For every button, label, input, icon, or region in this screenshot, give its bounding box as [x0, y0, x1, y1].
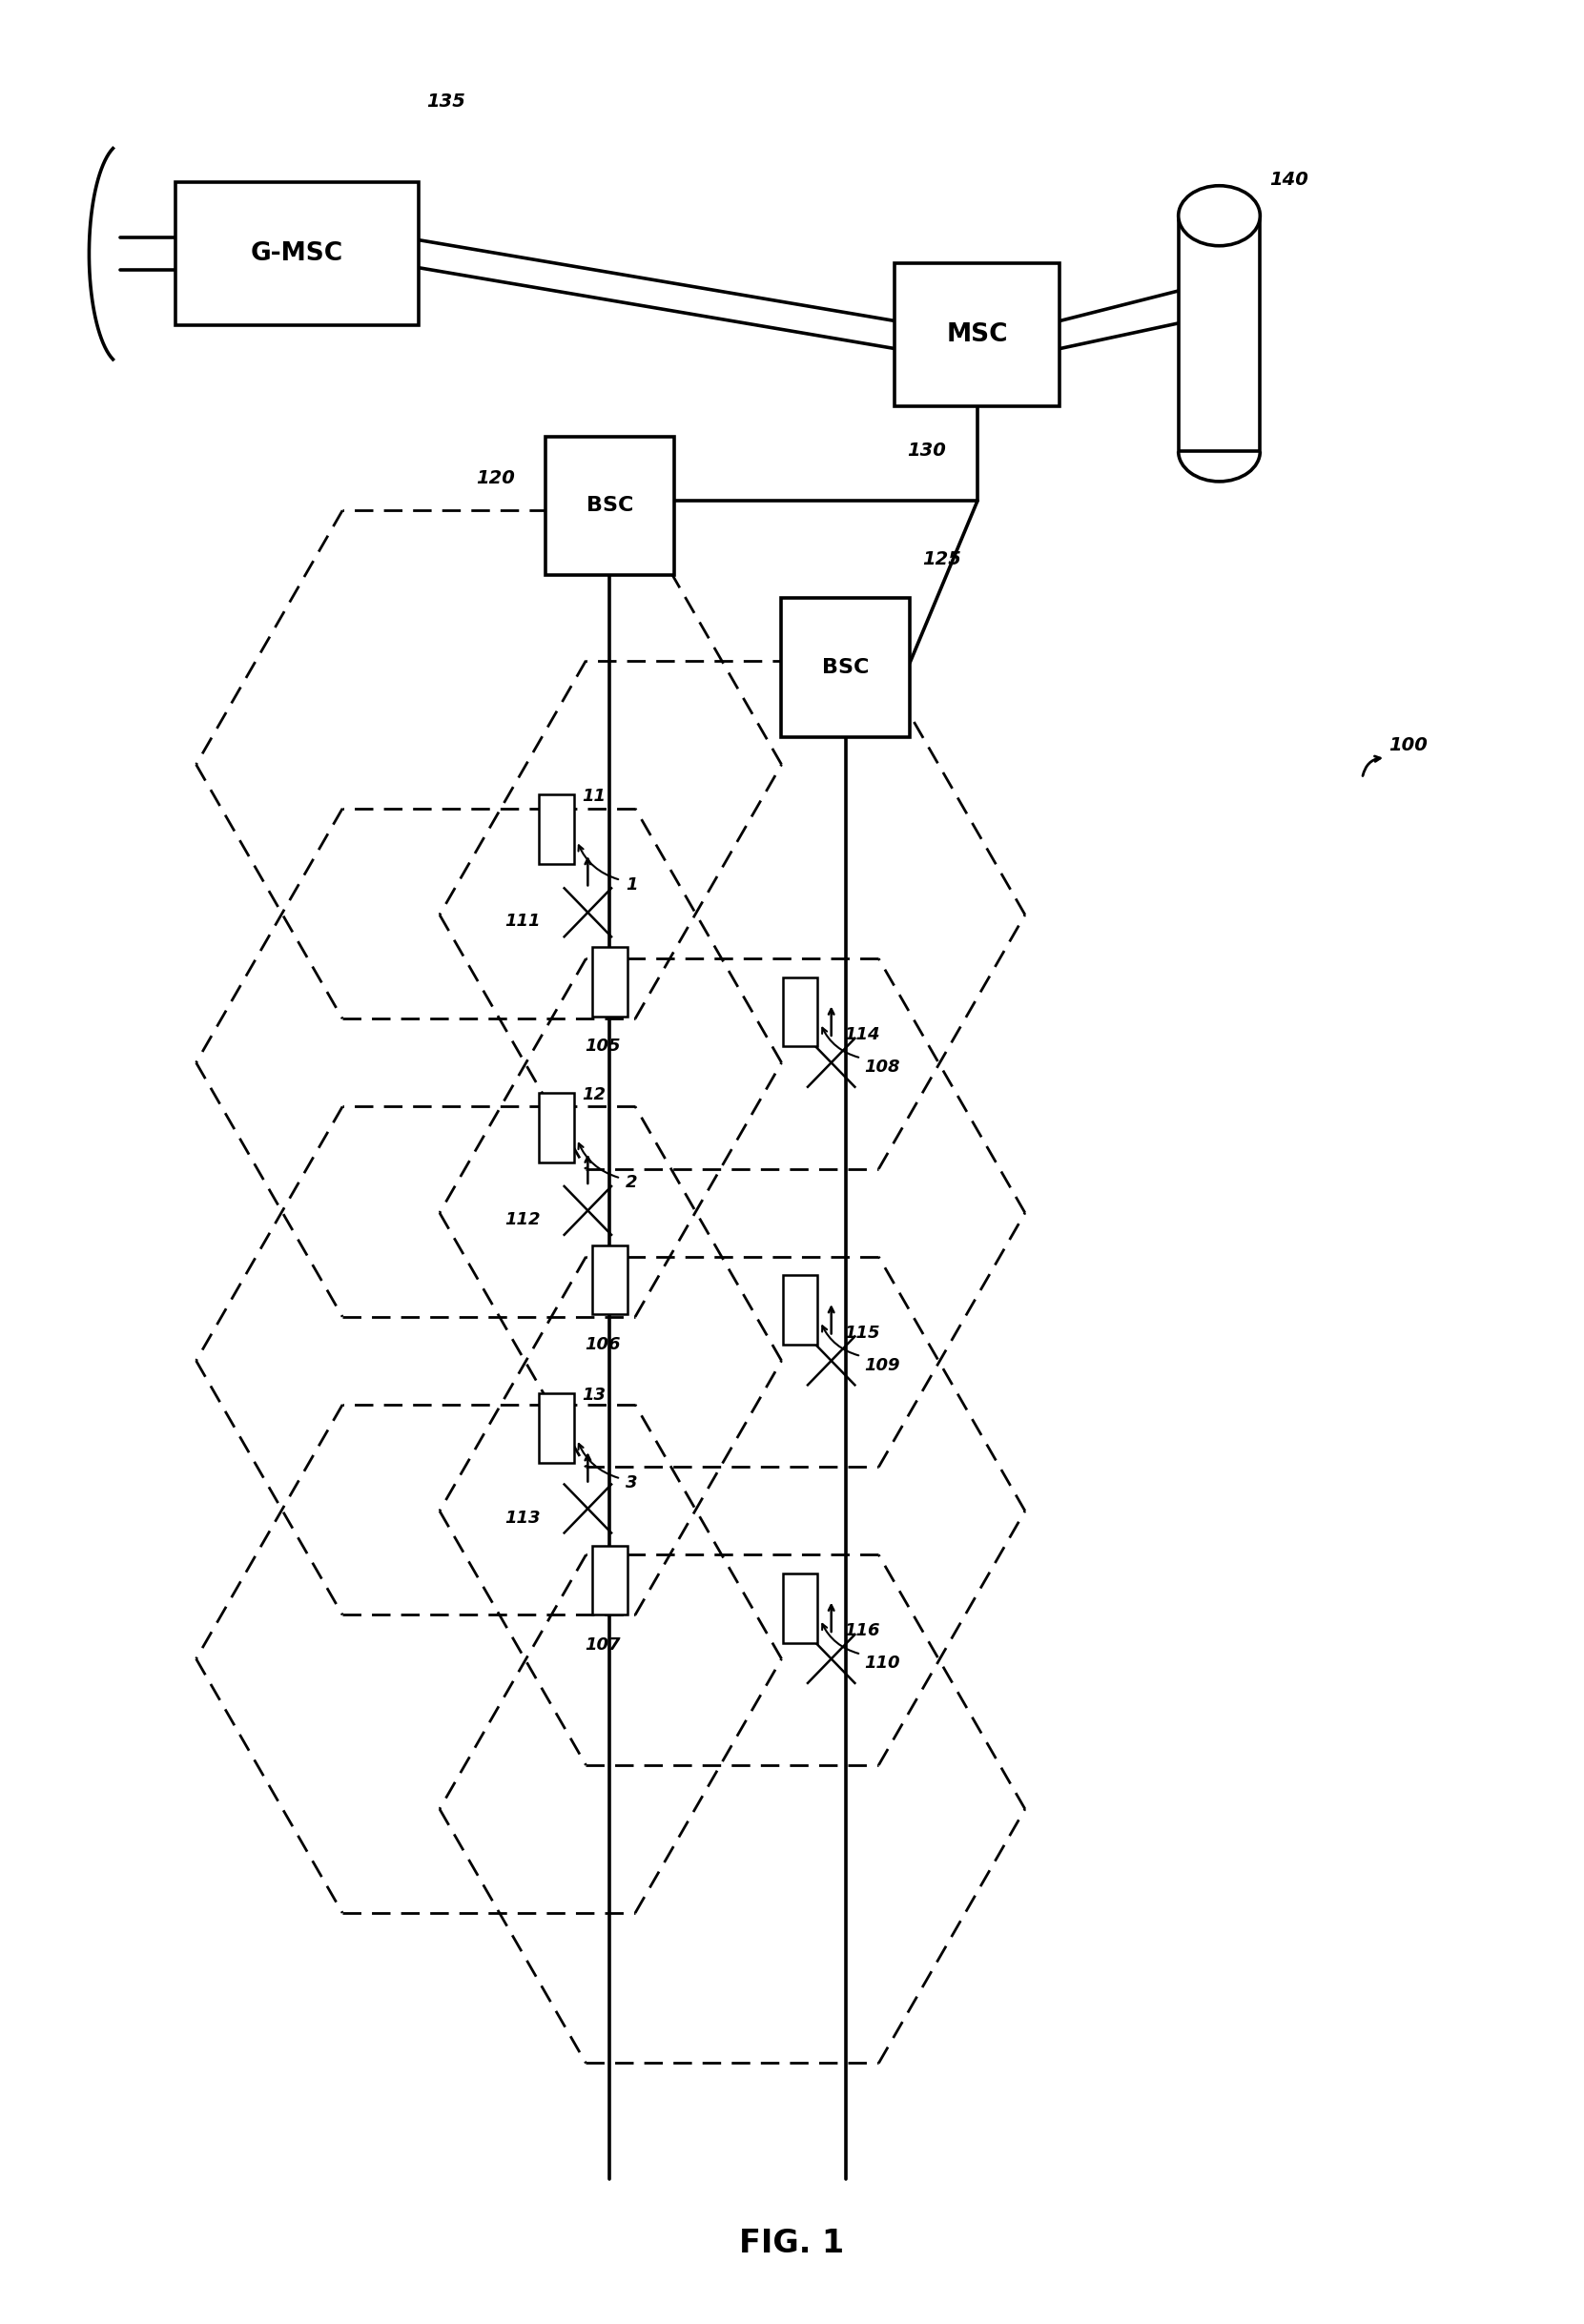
- Bar: [592, 948, 627, 1016]
- Bar: [539, 1392, 573, 1462]
- Text: 107: 107: [584, 1636, 621, 1652]
- Bar: [539, 1092, 573, 1162]
- Bar: [592, 1545, 627, 1615]
- Text: 114: 114: [844, 1027, 879, 1043]
- Text: 3: 3: [626, 1473, 637, 1492]
- Text: BSC: BSC: [822, 658, 870, 676]
- Bar: [782, 1276, 817, 1346]
- Text: 135: 135: [426, 93, 466, 112]
- Text: 13: 13: [581, 1387, 605, 1404]
- Text: 110: 110: [865, 1655, 900, 1671]
- Text: 11: 11: [581, 788, 605, 806]
- FancyBboxPatch shape: [545, 437, 675, 574]
- Text: 140: 140: [1269, 172, 1308, 188]
- Text: 130: 130: [906, 442, 946, 460]
- Text: 108: 108: [865, 1057, 900, 1076]
- Text: 112: 112: [505, 1211, 540, 1227]
- FancyBboxPatch shape: [895, 263, 1060, 407]
- Text: 100: 100: [1389, 737, 1427, 755]
- Text: 2: 2: [626, 1174, 637, 1192]
- Text: 120: 120: [477, 469, 515, 488]
- Text: 111: 111: [505, 913, 540, 930]
- Bar: [592, 1246, 627, 1315]
- Text: 109: 109: [865, 1357, 900, 1373]
- FancyBboxPatch shape: [1178, 216, 1261, 451]
- Text: 113: 113: [505, 1508, 540, 1527]
- FancyBboxPatch shape: [781, 597, 909, 737]
- Ellipse shape: [1178, 186, 1261, 246]
- FancyBboxPatch shape: [176, 181, 418, 325]
- Text: 1: 1: [626, 876, 637, 892]
- Text: 12: 12: [581, 1085, 605, 1104]
- Text: G-MSC: G-MSC: [250, 242, 344, 267]
- Text: 106: 106: [584, 1336, 621, 1353]
- Text: FIG. 1: FIG. 1: [740, 2229, 844, 2259]
- Text: 115: 115: [844, 1325, 879, 1341]
- Text: 125: 125: [922, 551, 961, 567]
- Bar: [782, 976, 817, 1046]
- Text: 105: 105: [584, 1039, 621, 1055]
- Text: BSC: BSC: [586, 497, 634, 516]
- Text: MSC: MSC: [947, 323, 1007, 346]
- Bar: [782, 1573, 817, 1643]
- Bar: [539, 795, 573, 865]
- Text: 116: 116: [844, 1622, 879, 1638]
